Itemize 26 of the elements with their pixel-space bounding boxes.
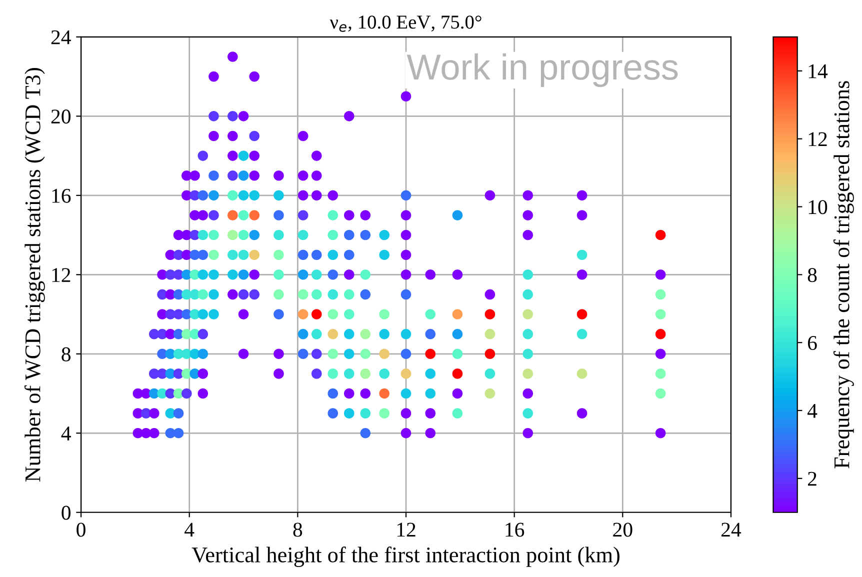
- y-tick-label: 4: [61, 426, 71, 440]
- y-tick-label: 12: [52, 268, 70, 282]
- x-axis-title: Vertical height of the first interaction point (km): [192, 546, 620, 567]
- color-bar-label: 8: [808, 268, 817, 282]
- color-bar-label: 2: [808, 472, 816, 486]
- color-bar-label: 6: [808, 336, 817, 350]
- x-tick-label: 24: [721, 522, 742, 537]
- color-bar-title: Frequency of the count of triggered stations: [833, 81, 854, 468]
- chart-title: ν$_{e}$, 10.0 EeV, 75.0°: [330, 16, 482, 32]
- annotation: Work in progress: [406, 53, 678, 88]
- y-tick-label: 20: [51, 110, 71, 124]
- color-bar-label: 14: [808, 64, 828, 78]
- y-tick-label: 0: [62, 506, 71, 520]
- x-tick-label: 4: [184, 522, 194, 537]
- y-tick-label: 16: [52, 188, 71, 203]
- y-tick-label: 24: [51, 30, 71, 44]
- x-tick-label: 8: [293, 522, 302, 537]
- x-tick-label: 20: [613, 522, 632, 537]
- x-tick-label: 16: [506, 522, 524, 537]
- color-bar-label: 10: [808, 200, 828, 214]
- y-tick-label: 8: [62, 347, 71, 362]
- x-tick-label: 0: [76, 522, 86, 537]
- y-axis-title: Number of WCD triggered stations (WCD T3): [24, 68, 45, 482]
- color-bar-label: 4: [807, 404, 818, 418]
- x-tick-label: 12: [397, 522, 416, 537]
- color-bar-label: 12: [808, 132, 827, 146]
